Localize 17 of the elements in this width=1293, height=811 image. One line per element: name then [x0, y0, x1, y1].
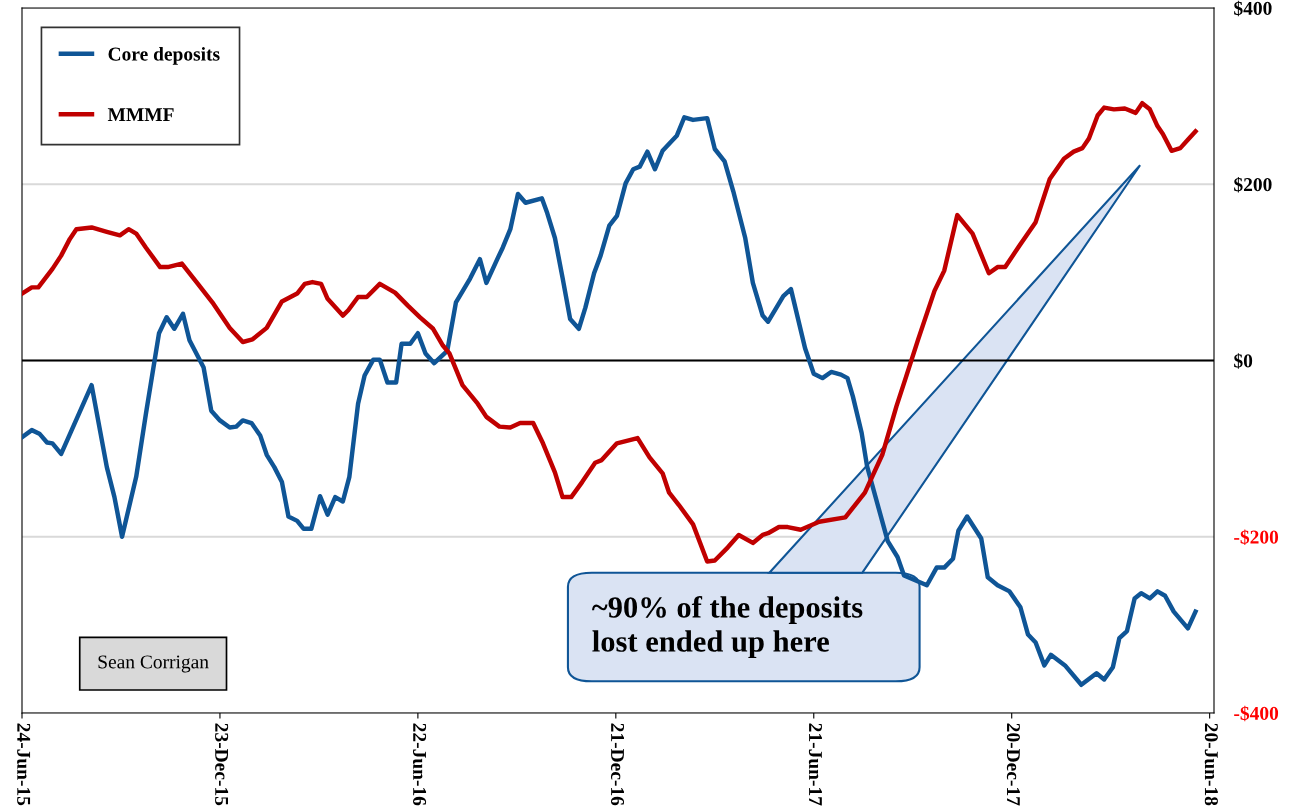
- y-tick-label: $400: [1234, 0, 1272, 17]
- y-tick-label: -$200: [1234, 529, 1279, 545]
- x-tick-label: 22-Jun-16: [412, 723, 427, 806]
- annotation: Sean Corrigan: [98, 655, 209, 673]
- y-tick-label: -$400: [1234, 705, 1279, 722]
- y-tick-label: $0: [1234, 353, 1253, 369]
- x-tick-label: 21-Jun-17: [808, 723, 822, 806]
- x-tick-label: 20-Dec-17: [1006, 723, 1020, 806]
- x-tick-label: 20-Jun-18: [1204, 723, 1218, 806]
- x-tick-label: 23-Dec-15: [215, 723, 229, 806]
- x-tick-label: 21-Dec-16: [610, 723, 625, 806]
- x-tick-label: 24-Jun-15: [17, 723, 31, 806]
- line-series: [22, 100, 1198, 564]
- annotation: ~90% of the deposits lost ended up here: [592, 595, 863, 659]
- y-tick-label: $200: [1234, 176, 1272, 193]
- legend-label: MMMF: [107, 108, 174, 122]
- legend-label: Core deposits: [108, 47, 220, 65]
